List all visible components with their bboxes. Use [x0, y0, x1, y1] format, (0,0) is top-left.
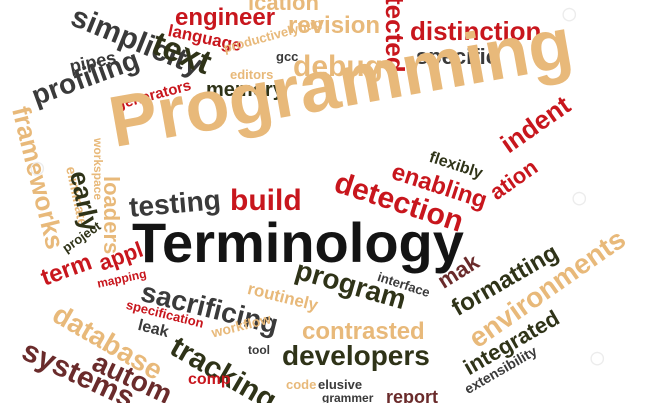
watermark-icon: ◯: [562, 6, 577, 21]
cloud-word: ation: [484, 154, 543, 205]
cloud-word: debug: [293, 50, 383, 83]
page-title: Terminology: [132, 211, 464, 274]
cloud-word: build: [230, 184, 302, 217]
cloud-word: indent: [494, 89, 576, 159]
cloud-word: memory: [206, 79, 284, 101]
watermark-icon: ◯: [590, 350, 605, 365]
cloud-word: report: [386, 387, 439, 403]
cloud-word: frameworks: [6, 103, 71, 253]
cloud-word: developers: [282, 340, 430, 371]
cloud-word: distinction: [410, 16, 542, 46]
cloud-word: gcc: [276, 49, 299, 64]
cloud-word: term: [37, 248, 96, 292]
cloud-word: revision: [288, 12, 381, 39]
watermark-icon: ◯: [572, 190, 587, 205]
cloud-word: contrasted: [302, 318, 425, 345]
cloud-word: comp: [188, 371, 231, 388]
cloud-word: specific: [416, 44, 498, 69]
cloud-word: code: [286, 377, 317, 392]
watermark-icon: ◯: [30, 160, 45, 175]
cloud-word: ication: [248, 0, 319, 15]
cloud-word: elusive: [318, 377, 363, 392]
cloud-word: engineer: [175, 4, 276, 31]
cloud-word: editors: [230, 67, 274, 82]
cloud-word: grammer: [322, 391, 374, 403]
cloud-word: tool: [248, 343, 270, 357]
